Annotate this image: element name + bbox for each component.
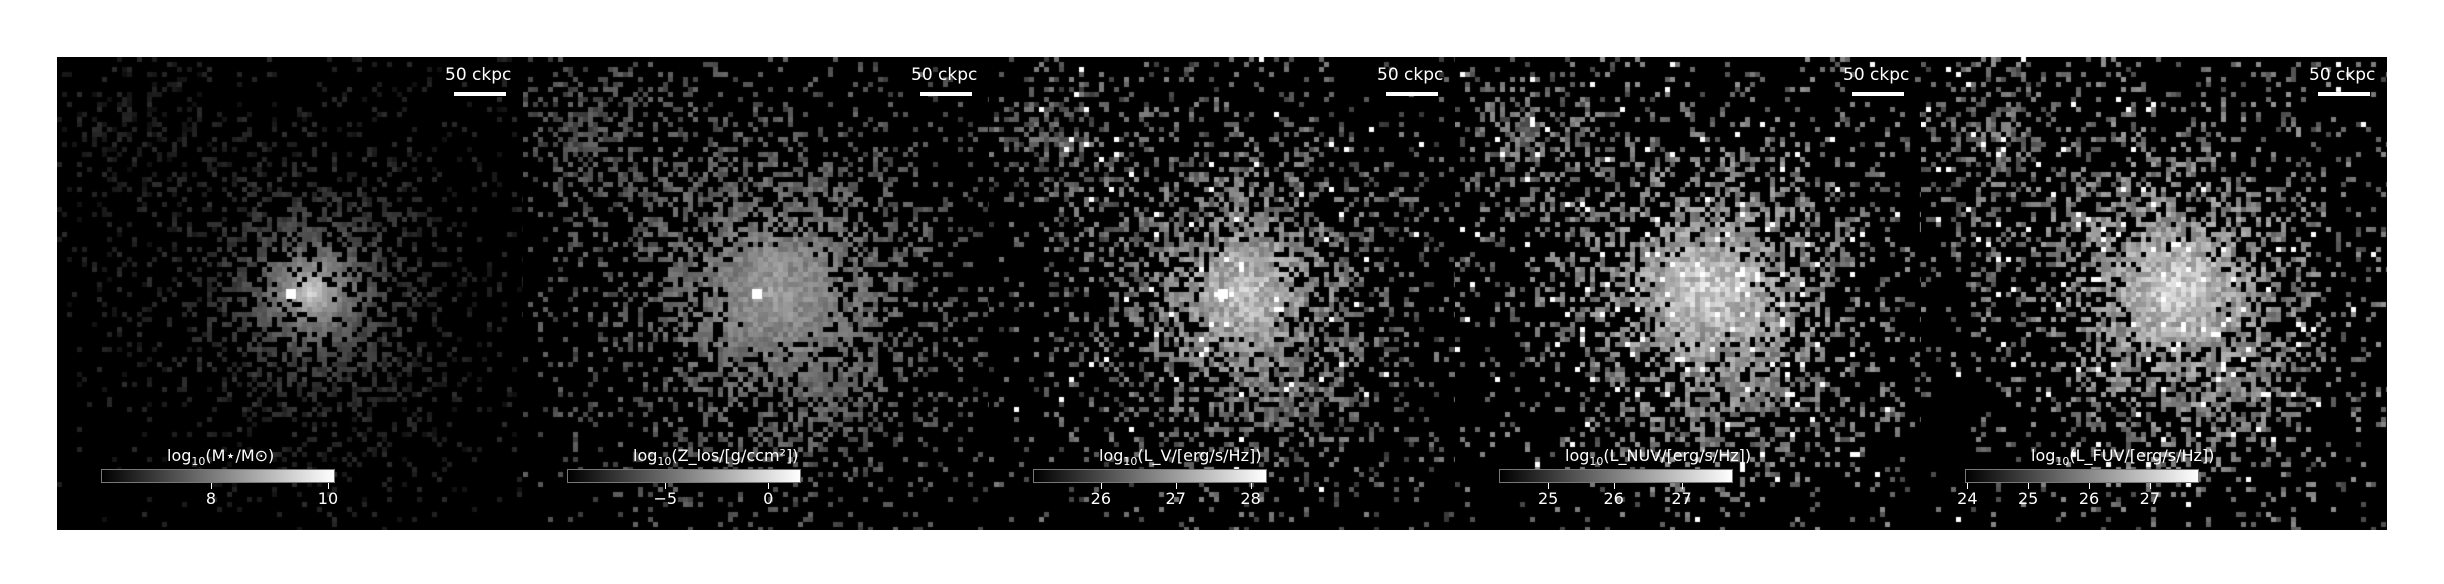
colorbar-tick-label: 8: [205, 489, 217, 508]
colorbar-label-prefix: log: [633, 446, 658, 465]
colorbar-tick-label: 25: [1537, 489, 1559, 508]
scalebar-line: [920, 92, 972, 96]
colorbar-label-subscript: 10: [657, 455, 672, 469]
colorbar-tick: [2089, 483, 2091, 489]
colorbar-tick-label: 26: [1603, 489, 1624, 508]
colorbar-tick: [327, 483, 329, 489]
map-panel-lv: 50 ckpc log10(L_V/[erg/s/Hz]) 26 27 28: [989, 57, 1455, 530]
colorbar-label-body: (M⋆/M⊙): [205, 446, 275, 465]
colorbar-tick-label: 0: [763, 489, 774, 508]
colorbar-tick-label: 10: [317, 489, 339, 508]
colorbar-tick-label: −5: [653, 489, 678, 508]
map-panel-lfuv: 50 ckpc log10(L_FUV/[erg/s/Hz]) 24 25 26 27: [1921, 57, 2387, 530]
colorbar-label-prefix: log: [167, 446, 192, 465]
colorbar-tick-label: 27: [1671, 489, 1692, 508]
map-panel-metallicity: 50 ckpc log10(Z_los/[g/ccm²]) −5 0: [523, 57, 989, 530]
colorbar-tick: [1613, 483, 1615, 489]
scalebar-line: [1852, 92, 1904, 96]
colorbar-label: log10(L_FUV/[erg/s/Hz]): [2031, 446, 2214, 468]
colorbar-tick: [1681, 483, 1683, 489]
colorbar-label-body: (Z_los/[g/ccm²]): [671, 446, 799, 465]
colorbar-tick: [665, 483, 667, 489]
colorbar: [567, 469, 801, 483]
scalebar-label: 50 ckpc: [445, 65, 512, 85]
scalebar-label: 50 ckpc: [2309, 65, 2376, 85]
colorbar-tick: [1100, 483, 1102, 489]
colorbar-label-body: (L_NUV/[erg/s/Hz]): [1603, 446, 1752, 465]
colorbar: [1965, 469, 2199, 483]
colorbar-label-prefix: log: [1099, 446, 1124, 465]
scalebar-label: 50 ckpc: [1377, 65, 1444, 85]
colorbar-label-body: (L_FUV/[erg/s/Hz]): [2069, 446, 2215, 465]
colorbar-tick-label: 26: [1090, 489, 1112, 508]
colorbar-tick-label: 28: [1240, 489, 1261, 508]
colorbar-tick: [1175, 483, 1177, 489]
colorbar-label-subscript: 10: [2055, 455, 2070, 469]
colorbar-label: log10(Z_los/[g/ccm²]): [633, 446, 798, 468]
map-image-lnuv: [1455, 57, 1921, 530]
colorbar-tick-label: 27: [1165, 489, 1186, 508]
colorbar-tick-label: 26: [2078, 489, 2100, 508]
colorbar-tick: [2149, 483, 2151, 489]
colorbar-tick: [1250, 483, 1252, 489]
colorbar: [1033, 469, 1267, 483]
colorbar-label-body: (L_V/[erg/s/Hz]): [1137, 446, 1262, 465]
scalebar-line: [2318, 92, 2370, 96]
colorbar-tick-label: 27: [2139, 489, 2161, 508]
colorbar-label: log10(M⋆/M⊙): [167, 446, 274, 468]
colorbar-tick-label: 25: [2017, 489, 2039, 508]
map-image-lfuv: [1921, 57, 2387, 530]
colorbar-label-subscript: 10: [1123, 455, 1138, 469]
colorbar-label-subscript: 10: [191, 455, 206, 469]
colorbar-tick: [1967, 483, 1969, 489]
scalebar-line: [1386, 92, 1438, 96]
scalebar-line: [454, 92, 506, 96]
colorbar-tick: [2028, 483, 2030, 489]
colorbar: [1499, 469, 1733, 483]
colorbar-label: log10(L_V/[erg/s/Hz]): [1099, 446, 1261, 468]
map-image-metallicity: [523, 57, 989, 530]
scalebar-label: 50 ckpc: [1843, 65, 1910, 85]
scalebar-label: 50 ckpc: [911, 65, 978, 85]
colorbar-label-prefix: log: [2031, 446, 2056, 465]
map-panel-lnuv: 50 ckpc log10(L_NUV/[erg/s/Hz]) 25 26 27: [1455, 57, 1921, 530]
colorbar-label: log10(L_NUV/[erg/s/Hz]): [1565, 446, 1751, 468]
colorbar-tick: [210, 483, 212, 489]
map-image-mstar: [57, 57, 523, 530]
colorbar-tick-label: 24: [1957, 489, 1978, 508]
colorbar: [101, 469, 335, 483]
colorbar-tick: [1548, 483, 1550, 489]
colorbar-label-prefix: log: [1565, 446, 1590, 465]
colorbar-label-subscript: 10: [1589, 455, 1604, 469]
colorbar-tick: [768, 483, 770, 489]
map-image-lv: [989, 57, 1455, 530]
map-panel-mstar: 50 ckpc log10(M⋆/M⊙) 8 10: [57, 57, 523, 530]
